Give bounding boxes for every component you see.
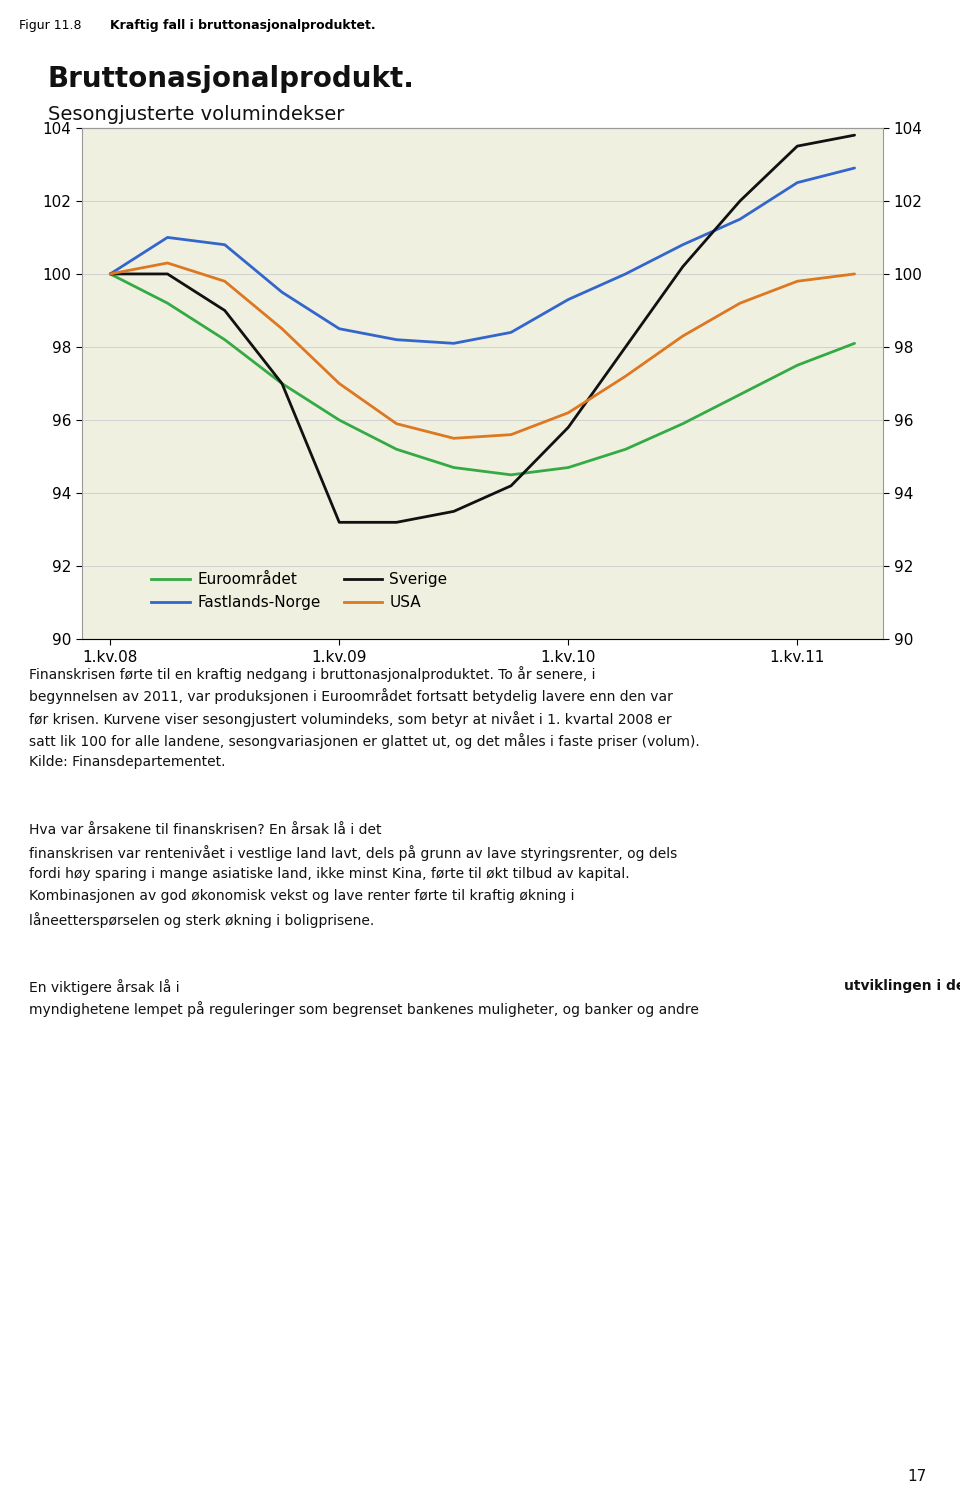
Text: før krisen. Kurvene viser sesongjustert volumindeks, som betyr at nivået i 1. kv: før krisen. Kurvene viser sesongjustert …: [29, 711, 671, 726]
Text: Finanskrisen førte til en kraftig nedgang i bruttonasjonalproduktet. To år sener: Finanskrisen førte til en kraftig nedgan…: [29, 666, 595, 683]
Text: 17: 17: [907, 1469, 926, 1484]
Legend: Euroområdet, Fastlands-Norge, Sverige, USA: Euroområdet, Fastlands-Norge, Sverige, U…: [145, 567, 454, 617]
Text: satt lik 100 for alle landene, sesongvariasjonen er glattet ut, og det måles i f: satt lik 100 for alle landene, sesongvar…: [29, 732, 700, 749]
Text: låneetterspørselen og sterk økning i boligprisene.: låneetterspørselen og sterk økning i bol…: [29, 911, 374, 928]
Text: Kombinasjonen av god økonomisk vekst og lave renter førte til kraftig økning i: Kombinasjonen av god økonomisk vekst og …: [29, 889, 574, 904]
Text: Sesongjusterte volumindekser: Sesongjusterte volumindekser: [48, 105, 345, 125]
Text: begynnelsen av 2011, var produksjonen i Euroområdet fortsatt betydelig lavere en: begynnelsen av 2011, var produksjonen i …: [29, 689, 673, 704]
Text: finanskrisen var rentenivået i vestlige land lavt, dels på grunn av lave styring: finanskrisen var rentenivået i vestlige …: [29, 845, 677, 860]
Text: myndighetene lempet på reguleringer som begrenset bankenes muligheter, og banker: myndighetene lempet på reguleringer som …: [29, 1002, 699, 1017]
Text: Hva var årsakene til finanskrisen? En årsak lå i det: Hva var årsakene til finanskrisen? En år…: [29, 823, 386, 836]
Text: fordi høy sparing i mange asiatiske land, ikke minst Kina, førte til økt tilbud : fordi høy sparing i mange asiatiske land…: [29, 868, 630, 881]
Text: Kilde: Finansdepartementet.: Kilde: Finansdepartementet.: [29, 755, 226, 770]
Text: Bruttonasjonalprodukt.: Bruttonasjonalprodukt.: [48, 65, 415, 93]
Text: utviklingen i de finansielle markedene: utviklingen i de finansielle markedene: [845, 979, 960, 993]
Text: Kraftig fall i bruttonasjonalproduktet.: Kraftig fall i bruttonasjonalproduktet.: [110, 18, 376, 32]
Text: Figur 11.8: Figur 11.8: [19, 18, 82, 32]
Text: En viktigere årsak lå i: En viktigere årsak lå i: [29, 979, 183, 996]
